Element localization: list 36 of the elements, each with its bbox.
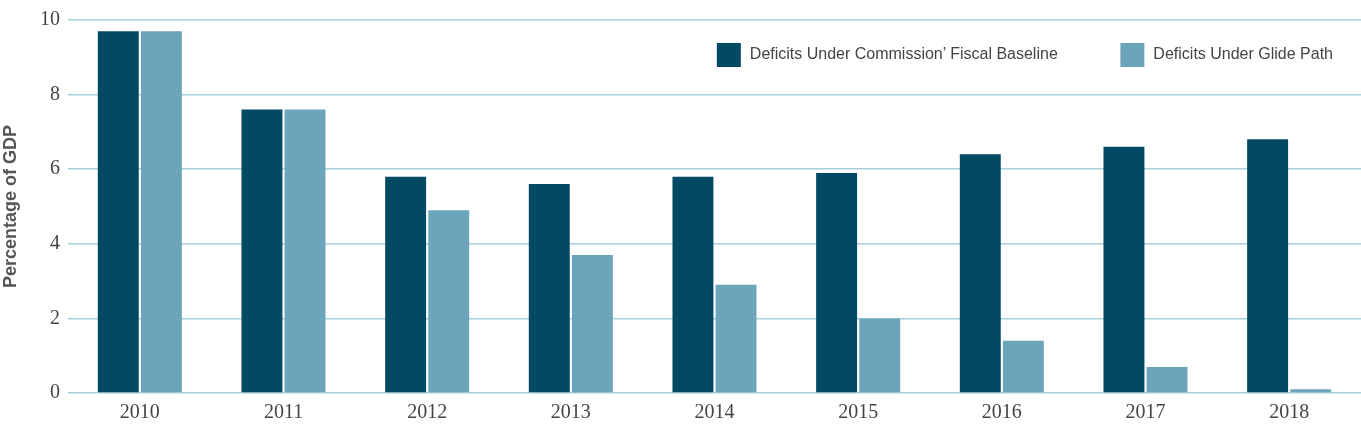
- x-tick-label: 2014: [694, 400, 735, 423]
- bar: [97, 31, 139, 393]
- bar: [1290, 389, 1332, 393]
- y-tick-label: 2: [50, 305, 60, 328]
- x-tick-label: 2011: [263, 400, 304, 423]
- legend-label: Deficits Under Glide Path: [1153, 45, 1334, 63]
- bar: [428, 210, 470, 393]
- bar: [672, 176, 714, 393]
- x-tick-label: 2013: [550, 400, 591, 423]
- y-axis-title: Percentage of GDP: [0, 124, 20, 289]
- x-tick-label: 2017: [1125, 400, 1166, 423]
- bar: [385, 176, 427, 393]
- y-tick-label: 4: [50, 231, 60, 254]
- y-tick-label: 8: [50, 81, 60, 104]
- bar: [859, 318, 901, 393]
- y-tick-label: 6: [50, 156, 60, 179]
- bar: [1247, 139, 1289, 393]
- bar: [1146, 366, 1188, 393]
- bar: [1103, 146, 1145, 393]
- bar: [959, 154, 1001, 393]
- x-tick-label: 2012: [407, 400, 448, 423]
- bar: [816, 172, 858, 393]
- bar: [528, 184, 570, 393]
- x-tick-label: 2015: [838, 400, 879, 423]
- y-tick-label: 10: [40, 7, 60, 30]
- bar: [571, 254, 613, 393]
- x-tick-label: 2010: [119, 400, 160, 423]
- x-tick-label: 2018: [1269, 400, 1310, 423]
- x-tick-label: 2016: [981, 400, 1022, 423]
- bar: [1002, 340, 1044, 393]
- legend-label: Deficits Under Commission’ Fiscal Baseline: [749, 45, 1058, 63]
- y-tick-label: 0: [50, 380, 60, 403]
- bar: [715, 284, 757, 393]
- bar: [241, 109, 283, 393]
- bar: [140, 31, 182, 393]
- bar: [284, 109, 326, 393]
